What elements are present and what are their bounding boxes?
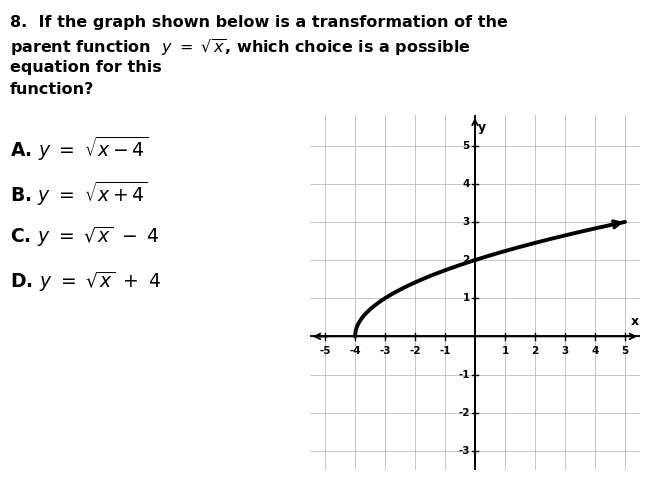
Text: -3: -3: [458, 446, 470, 456]
Text: parent function  $y\ =\ \sqrt{x}$, which choice is a possible: parent function $y\ =\ \sqrt{x}$, which …: [10, 37, 470, 58]
Text: 8.  If the graph shown below is a transformation of the: 8. If the graph shown below is a transfo…: [10, 15, 508, 30]
Text: equation for this: equation for this: [10, 60, 162, 75]
Text: 3: 3: [463, 217, 470, 227]
Text: -1: -1: [440, 346, 451, 356]
Text: B. $y\ =\ \sqrt{x+4}$: B. $y\ =\ \sqrt{x+4}$: [10, 180, 148, 208]
Text: C. $y\ =\ \sqrt{x}\ -\ 4$: C. $y\ =\ \sqrt{x}\ -\ 4$: [10, 225, 159, 249]
Text: 2: 2: [463, 255, 470, 265]
Text: -2: -2: [458, 408, 470, 418]
Text: function?: function?: [10, 82, 94, 97]
Text: -2: -2: [409, 346, 420, 356]
Text: y: y: [478, 121, 486, 134]
Text: 1: 1: [463, 293, 470, 303]
Text: -1: -1: [458, 370, 470, 380]
Text: A. $y\ =\ \sqrt{x-4}$: A. $y\ =\ \sqrt{x-4}$: [10, 135, 148, 163]
Text: D. $y\ =\ \sqrt{x}\ +\ 4$: D. $y\ =\ \sqrt{x}\ +\ 4$: [10, 270, 161, 294]
Text: 2: 2: [532, 346, 539, 356]
Text: 1: 1: [501, 346, 509, 356]
Text: x: x: [630, 315, 638, 328]
Text: 4: 4: [462, 179, 470, 189]
Text: -3: -3: [379, 346, 391, 356]
Text: 3: 3: [561, 346, 569, 356]
Text: 4: 4: [592, 346, 599, 356]
Text: -4: -4: [349, 346, 361, 356]
Text: -5: -5: [319, 346, 331, 356]
Text: 5: 5: [621, 346, 628, 356]
Text: 5: 5: [463, 141, 470, 150]
